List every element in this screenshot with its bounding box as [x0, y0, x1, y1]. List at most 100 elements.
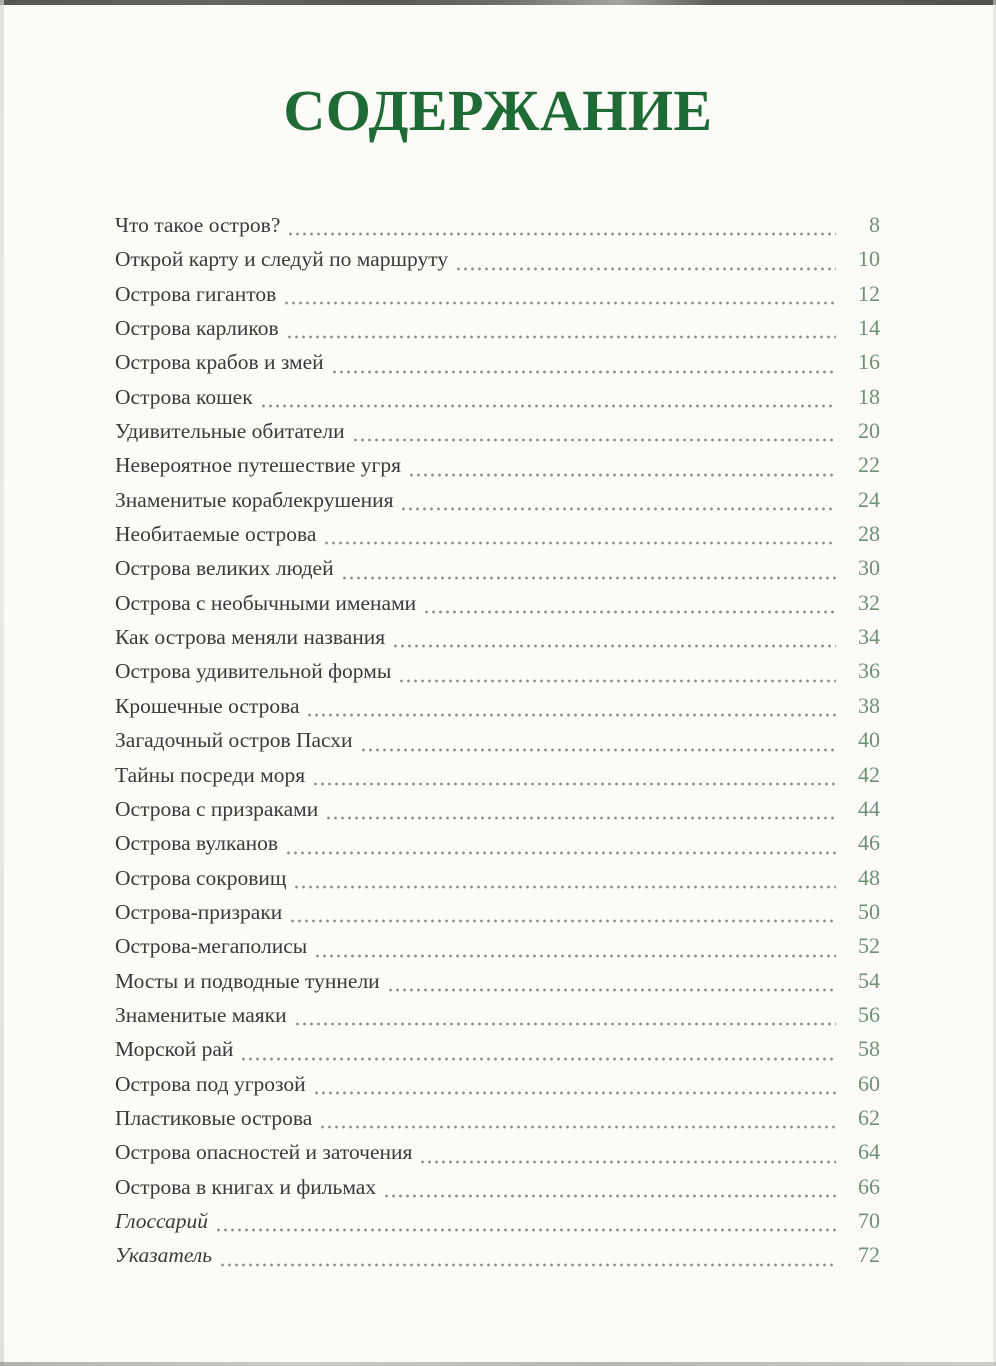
dot-leader — [306, 712, 836, 719]
toc-row: Острова сокровищ 48 — [115, 865, 880, 899]
toc-row: Острова крабов и змей 16 — [115, 349, 880, 383]
dot-leader — [285, 334, 836, 341]
toc-row: Острова гигантов 12 — [115, 281, 880, 315]
toc-row: Острова великих людей 30 — [115, 555, 880, 589]
dot-leader — [319, 1124, 836, 1131]
toc-entry-label: Что такое остров? — [115, 213, 281, 237]
toc-entry-label: Невероятное путешествие угря — [115, 453, 401, 478]
dot-leader — [215, 1227, 836, 1234]
toc-entry-page: 60 — [858, 1070, 880, 1096]
dot-leader — [383, 1192, 836, 1199]
toc-entry-label: Мосты и подводные туннели — [115, 968, 380, 993]
dot-leader — [423, 609, 836, 616]
toc-entry-label: Острова карликов — [115, 316, 279, 341]
toc-row: Крошечные острова 38 — [115, 693, 880, 727]
dot-leader — [293, 883, 836, 890]
toc-entry-page: 36 — [858, 658, 880, 684]
toc-entry-page: 10 — [858, 246, 880, 272]
toc-entry-page: 50 — [858, 898, 880, 924]
toc-row: Глоссарий 70 — [115, 1208, 880, 1242]
toc-row: Острова вулканов 46 — [115, 830, 880, 864]
toc-row: Острова в книгах и фильмах 66 — [115, 1174, 880, 1208]
dot-leader — [312, 780, 836, 787]
toc-entry-label: Морской рай — [115, 1037, 234, 1062]
toc-entry-label: Острова кошек — [115, 384, 253, 409]
photo-edge-top — [0, 0, 996, 5]
toc-entry-label: Пластиковые острова — [115, 1105, 313, 1130]
toc-entry-label: Открой карту и следуй по маршруту — [115, 247, 449, 272]
toc-entry-label: Знаменитые кораблекрушения — [115, 487, 394, 512]
toc-row: Острова удивительной формы 36 — [115, 658, 880, 692]
dot-leader — [340, 574, 836, 581]
toc-entry-page: 34 — [858, 624, 880, 650]
dot-leader — [312, 1089, 836, 1096]
dot-leader — [330, 368, 836, 375]
toc-entry-label: Как острова меняли названия — [115, 625, 386, 650]
dot-leader — [219, 1261, 836, 1268]
toc-list: Что такое остров? 8 Открой карту и следу… — [115, 212, 880, 1277]
dot-leader — [240, 1055, 836, 1062]
toc-entry-label: Глоссарий — [115, 1208, 209, 1233]
toc-entry-page: 32 — [858, 589, 880, 615]
dot-leader — [289, 918, 836, 925]
toc-entry-page: 66 — [858, 1173, 880, 1199]
toc-entry-page: 40 — [858, 727, 880, 753]
toc-row: Открой карту и следуй по маршруту 10 — [115, 246, 880, 280]
toc-row: Как острова меняли названия 34 — [115, 624, 880, 658]
toc-entry-page: 16 — [858, 349, 880, 375]
dot-leader — [419, 1158, 836, 1165]
dot-leader — [392, 643, 836, 650]
toc-entry-label: Острова-мегаполисы — [115, 934, 308, 959]
toc-entry-page: 20 — [858, 418, 880, 444]
toc-entry-label: Острова удивительной формы — [115, 659, 392, 684]
dot-leader — [398, 677, 836, 684]
toc-entry-page: 8 — [869, 212, 880, 237]
photo-edge-left — [0, 0, 4, 1366]
dot-leader — [400, 506, 836, 513]
toc-entry-label: Острова под угрозой — [115, 1071, 306, 1096]
toc-entry-label: Острова великих людей — [115, 556, 334, 581]
toc-entry-label: Острова крабов и змей — [115, 350, 324, 375]
toc-entry-page: 52 — [858, 933, 880, 959]
dot-leader — [287, 231, 836, 238]
toc-row: Удивительные обитатели 20 — [115, 418, 880, 452]
toc-entry-page: 24 — [858, 486, 880, 512]
dot-leader — [285, 849, 836, 856]
dot-leader — [351, 437, 836, 444]
dot-leader — [359, 746, 836, 753]
toc-row: Знаменитые маяки 56 — [115, 1002, 880, 1036]
toc-entry-page: 54 — [858, 967, 880, 993]
toc-row: Острова кошек 18 — [115, 384, 880, 418]
toc-entry-label: Острова вулканов — [115, 831, 279, 856]
photo-edge-right — [993, 0, 996, 1366]
toc-row: Необитаемые острова 28 — [115, 521, 880, 555]
dot-leader — [259, 403, 836, 410]
toc-row: Острова карликов 14 — [115, 315, 880, 349]
photo-edge-bottom — [0, 1362, 996, 1366]
dot-leader — [455, 265, 836, 272]
toc-entry-page: 48 — [858, 864, 880, 890]
toc-row: Острова под угрозой 60 — [115, 1071, 880, 1105]
toc-entry-label: Удивительные обитатели — [115, 419, 345, 444]
toc-row: Загадочный остров Пасхи 40 — [115, 727, 880, 761]
dot-leader — [408, 471, 836, 478]
toc-entry-page: 58 — [858, 1036, 880, 1062]
toc-entry-label: Острова сокровищ — [115, 865, 287, 890]
toc-entry-label: Знаменитые маяки — [115, 1002, 287, 1027]
dot-leader — [386, 986, 836, 993]
toc-row: Мосты и подводные туннели 54 — [115, 968, 880, 1002]
toc-entry-page: 64 — [858, 1139, 880, 1165]
toc-entry-page: 22 — [858, 452, 880, 478]
toc-row: Пластиковые острова 62 — [115, 1105, 880, 1139]
dot-leader — [293, 1021, 836, 1028]
toc-entry-page: 46 — [858, 830, 880, 856]
toc-row: Острова опасностей и заточения 64 — [115, 1139, 880, 1173]
toc-entry-page: 62 — [858, 1104, 880, 1130]
toc-entry-label: Необитаемые острова — [115, 522, 317, 547]
toc-entry-page: 44 — [858, 795, 880, 821]
toc-entry-page: 12 — [858, 280, 880, 306]
dot-leader — [314, 952, 836, 959]
contents-title: СОДЕРЖАНИЕ — [283, 77, 713, 143]
toc-entry-label: Загадочный остров Пасхи — [115, 728, 353, 753]
